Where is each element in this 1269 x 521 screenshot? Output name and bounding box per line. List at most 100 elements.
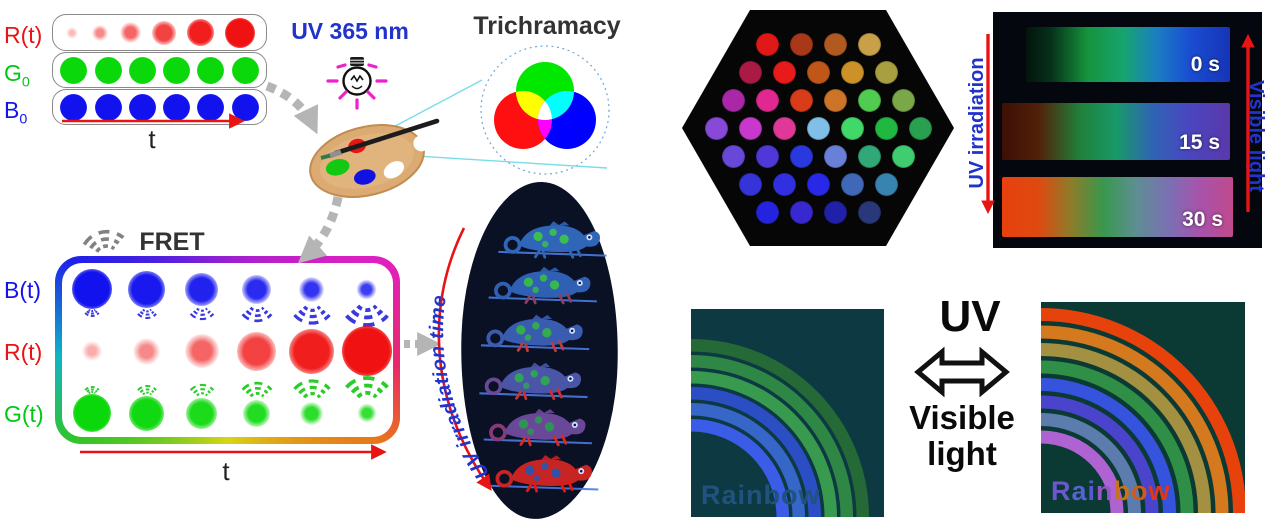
chameleon-image: [490, 454, 599, 493]
fluorophore-dot: [120, 22, 141, 43]
paintbrush-icon: [333, 118, 440, 156]
fret-fan: [129, 304, 165, 326]
energy-transfer-fan-icon: [82, 229, 125, 253]
color-sample-dot: [755, 88, 779, 112]
fluorophore-dot: [225, 17, 255, 48]
fluorophore-dot: [356, 403, 377, 423]
color-sample-dot: [789, 200, 813, 224]
color-sample-dot: [823, 88, 847, 112]
rainbow-caption-letter: w: [1148, 476, 1171, 506]
strip-15s-label: 15 s: [1179, 131, 1220, 154]
visible-light-axis-label: Visible light: [1245, 80, 1267, 192]
color-sample-dot: [755, 200, 779, 224]
color-sample-dot: [840, 172, 864, 196]
rainbow-band: [1041, 430, 1124, 513]
energy-transfer-fan-icon: [83, 308, 100, 317]
energy-transfer-fan-icon: [83, 386, 100, 395]
fluorophore-dot: [243, 399, 270, 427]
color-sample-dot: [857, 200, 881, 224]
fret-fan: [181, 377, 223, 402]
fret-fan: [77, 305, 107, 324]
fluorophore-dot: [356, 278, 377, 300]
fret-title: FRET: [139, 228, 205, 256]
energy-transfer-fan-icon: [344, 304, 389, 327]
fret-fan: [129, 378, 165, 400]
chameleon-image: [483, 408, 592, 447]
visible-light-state-label: Visible light: [898, 400, 1026, 471]
chameleon-image: [488, 266, 597, 305]
green-dye-row: [52, 52, 267, 88]
fret-cell: [339, 260, 394, 327]
fluorophore-dot: [94, 56, 122, 84]
callout-line-upper: [351, 79, 483, 150]
label-G0: G0: [4, 60, 30, 91]
fluorophore-dot: [231, 56, 259, 84]
color-sample-dot: [840, 116, 864, 140]
uv-lamp-icon: [326, 57, 388, 110]
fluorophore-dot: [79, 339, 104, 363]
energy-transfer-fan-icon: [344, 376, 389, 399]
fret-blue-row: [64, 260, 394, 327]
rainbow-under-uv-image: Rainbow: [691, 309, 884, 517]
chameleon-frame: [482, 402, 595, 449]
color-sample-dot: [806, 172, 830, 196]
rainbow-band: [1041, 378, 1176, 513]
fluorophore-dot: [152, 20, 176, 45]
fluorophore-dot: [231, 93, 259, 121]
fret-cell: [284, 322, 339, 380]
palette-blue-paint: [353, 169, 376, 185]
label-R-of-t-2: R(t): [4, 339, 43, 365]
fluorophore-dot: [129, 395, 164, 431]
venn-cyan-overlap: [538, 91, 574, 120]
fret-cell: [64, 260, 119, 318]
label-B-of-t: B(t): [4, 277, 42, 303]
strip-0s: 0 s: [1026, 27, 1230, 82]
rainbow-band: [691, 355, 853, 517]
hex-dot-row: [755, 32, 881, 56]
fluorophore-dot: [64, 24, 80, 41]
fluorophore-dot: [289, 328, 334, 374]
hex-dot-row: [738, 172, 898, 196]
fluorophore-dot: [299, 276, 324, 302]
fluorophore-dot: [186, 397, 217, 429]
fret-fan: [283, 298, 341, 331]
hex-dot-row: [721, 144, 915, 168]
rainbow-band: [1041, 395, 1159, 513]
rainbow-band: [1041, 413, 1141, 513]
chameleon-frame: [477, 356, 590, 403]
fret-cell: [339, 376, 394, 442]
energy-transfer-fan-icon: [241, 306, 272, 322]
rainbow-band: [691, 387, 821, 517]
fluorophore-dot: [300, 401, 323, 425]
chameleon-frame: [488, 448, 601, 495]
fluorophore-dot: [71, 269, 112, 309]
chameleon-photo-panel: [455, 179, 624, 521]
color-sample-dot: [891, 88, 915, 112]
fret-cell: [174, 383, 229, 442]
flow-arrow-to-palette: [265, 81, 319, 135]
rainbow-caption-letter: o: [1131, 476, 1149, 506]
dotted-callout-circle: [480, 45, 610, 175]
uv-state-label: UV: [939, 292, 1001, 341]
color-sample-dot: [738, 116, 762, 140]
double-arrow-icon: [914, 346, 1010, 398]
palette-green-paint: [325, 158, 350, 176]
color-sample-dot: [738, 172, 762, 196]
rainbow-caption-letter: i: [1087, 476, 1097, 506]
fluorophore-dot: [60, 93, 88, 121]
fluorophore-dot: [60, 56, 88, 84]
color-sample-dot: [857, 144, 881, 168]
rainbow-band: [1041, 308, 1245, 513]
fluorophore-dot: [91, 23, 109, 42]
fluorophore-dot: [132, 336, 161, 366]
color-sample-dot: [721, 144, 745, 168]
blue-dye-row: [52, 89, 267, 125]
rainbow-caption-uv: Rainbow: [701, 480, 821, 510]
hex-dot-row: [704, 116, 932, 140]
rainbow-band: [691, 419, 789, 517]
fret-cell: [229, 322, 284, 380]
fret-fan: [181, 302, 223, 327]
color-sample-dot: [704, 116, 728, 140]
fluorophore-dot: [197, 93, 225, 121]
